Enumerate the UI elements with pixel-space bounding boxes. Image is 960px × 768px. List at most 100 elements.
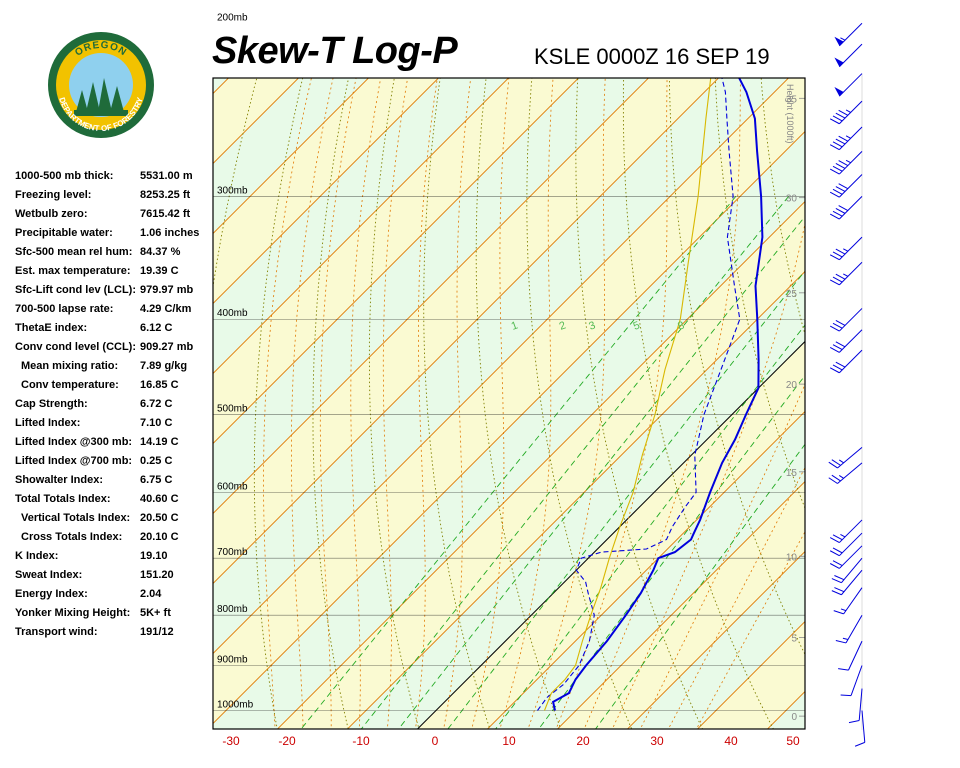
dry-adiabat xyxy=(799,0,960,731)
isotherm-line xyxy=(626,550,805,729)
index-row: 700-500 lapse rate: 4.29 C/km xyxy=(15,301,215,320)
wind-barb-full xyxy=(834,587,845,593)
isotherm-line xyxy=(833,73,960,734)
wind-barb-full xyxy=(832,560,843,567)
index-value: 7.89 g/kg xyxy=(140,360,188,372)
dry-adiabat xyxy=(368,78,420,729)
wind-barb-full xyxy=(854,741,865,747)
index-label: Showalter Index: xyxy=(15,474,104,486)
wind-barb-staff xyxy=(837,447,863,469)
index-label: Precipitable water: xyxy=(15,227,113,239)
wind-barb xyxy=(848,688,863,724)
wind-barb-full xyxy=(829,118,840,125)
wind-barb xyxy=(854,710,866,747)
index-label: Transport wind: xyxy=(15,626,98,638)
index-label: Total Totals Index: xyxy=(15,493,111,505)
index-value: 7615.42 ft xyxy=(140,208,191,220)
wind-barb xyxy=(838,640,863,671)
index-value: 6.75 C xyxy=(140,474,173,486)
wind-barb-staff xyxy=(841,557,863,584)
mixing-ratio-label: 3 xyxy=(587,319,597,332)
wind-barb xyxy=(834,22,863,47)
index-value: 16.85 C xyxy=(140,379,179,391)
wind-barb-half xyxy=(838,475,844,479)
index-label: Energy Index: xyxy=(15,588,88,600)
index-label: Sweat Index: xyxy=(15,569,83,581)
wind-barb xyxy=(829,236,863,261)
index-label: Lifted Index @300 mb: xyxy=(15,436,133,448)
wind-barb xyxy=(834,43,863,68)
freezing-isotherm xyxy=(416,340,805,729)
isotherm-line xyxy=(213,78,650,515)
index-row: Wetbulb zero: 7615.42 ft xyxy=(15,206,215,225)
index-row: Cap Strength: 6.72 C xyxy=(15,396,215,415)
wind-barb xyxy=(829,545,863,569)
index-row: Yonker Mixing Height: 5K+ ft xyxy=(15,605,215,624)
wind-barb-full xyxy=(831,578,842,584)
wind-barb-full xyxy=(832,188,843,195)
mixing-ratio-line xyxy=(398,215,805,729)
wind-barb-full xyxy=(829,347,840,353)
wind-barb-half xyxy=(840,608,847,612)
dry-adiabat xyxy=(253,78,304,729)
wind-barb-full xyxy=(835,640,847,644)
wind-barb-full xyxy=(829,168,840,175)
index-value: 2.04 xyxy=(140,588,162,600)
wind-barb-full xyxy=(835,162,846,169)
sounding-indices-panel: 1000-500 mb thick: 5531.00 m Freezing leve… xyxy=(15,168,215,643)
dry-adiabat xyxy=(312,78,350,729)
wind-barb-full xyxy=(832,547,843,554)
index-row: Vertical Totals Index: 20.50 C xyxy=(15,510,215,529)
index-value: 909.27 mb xyxy=(140,341,194,353)
index-label: Lifted Index @700 mb: xyxy=(15,455,133,467)
wind-barb-full xyxy=(831,459,841,466)
wind-barb-half xyxy=(838,459,844,464)
dry-adiabat xyxy=(919,0,960,731)
index-label: Lifted Index: xyxy=(15,417,81,429)
index-value: 5K+ ft xyxy=(140,607,171,619)
dry-adiabat xyxy=(714,78,805,510)
index-value: 20.50 C xyxy=(140,512,179,524)
index-row: K Index: 19.10 xyxy=(15,548,215,567)
height-tick-label: 0 xyxy=(791,712,797,723)
index-row: Sweat Index: 151.20 xyxy=(15,567,215,586)
index-row: Est. max temperature: 19.39 C xyxy=(15,263,215,282)
index-label: Cross Totals Index: xyxy=(21,531,123,543)
wind-barb-full xyxy=(838,109,849,116)
isotherm-line xyxy=(0,73,164,734)
index-row: Transport wind: 191/12 xyxy=(15,624,215,643)
index-label: Mean mixing ratio: xyxy=(21,360,119,372)
x-tick-label: 40 xyxy=(724,734,738,748)
mixing-ratio-line xyxy=(300,196,737,729)
index-row: Precipitable water: 1.06 inches xyxy=(15,225,215,244)
index-label: Wetbulb zero: xyxy=(15,208,88,220)
wind-barb-full xyxy=(835,248,846,255)
isotherm-line xyxy=(213,78,720,585)
wind-barb-full xyxy=(838,160,849,166)
wind-barb-full xyxy=(838,668,849,671)
wind-barb-staff xyxy=(839,519,863,543)
index-value: 0.25 C xyxy=(140,455,173,467)
x-tick-label: 50 xyxy=(786,734,800,748)
index-label: Freezing level: xyxy=(15,189,92,201)
index-value: 20.10 C xyxy=(140,531,179,543)
mixing-ratio-line xyxy=(447,270,805,729)
index-row: Total Totals Index: 40.60 C xyxy=(15,491,215,510)
x-tick-label: 20 xyxy=(576,734,590,748)
mixing-ratio-line xyxy=(360,196,789,729)
wind-barb xyxy=(829,151,863,175)
wind-barb-full xyxy=(835,138,846,145)
index-label: Conv cond level (CCL): xyxy=(15,341,137,353)
wind-barb xyxy=(833,587,863,615)
mixing-ratio-line xyxy=(595,443,805,729)
height-tick-label: 5 xyxy=(791,634,797,645)
wind-barb-flag xyxy=(834,36,844,46)
isotherm-line xyxy=(276,200,805,729)
wind-barb xyxy=(829,196,863,220)
isotherm-line xyxy=(696,620,805,729)
wind-barb-full xyxy=(838,135,849,142)
wind-barb xyxy=(828,462,863,484)
wind-barb xyxy=(835,614,863,644)
index-label: Vertical Totals Index: xyxy=(21,512,131,524)
